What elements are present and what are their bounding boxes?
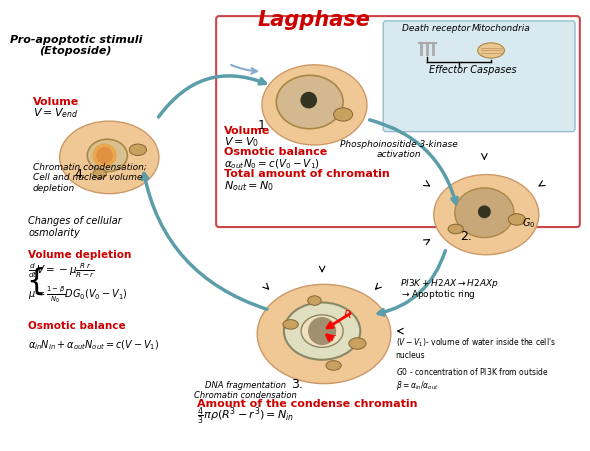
Ellipse shape [434, 175, 539, 255]
Text: $\beta = \alpha_{in}/\alpha_{out}$: $\beta = \alpha_{in}/\alpha_{out}$ [396, 379, 438, 392]
Text: Volume: Volume [224, 125, 270, 135]
Text: $G0$ - concentration of PI3K from outside: $G0$ - concentration of PI3K from outsid… [396, 366, 548, 377]
Text: Amount of the condense chromatin: Amount of the condense chromatin [197, 400, 418, 410]
Text: $V = V_{end}$: $V = V_{end}$ [33, 106, 78, 120]
Text: Total amount of chromatin: Total amount of chromatin [224, 170, 389, 179]
Ellipse shape [276, 75, 343, 129]
Ellipse shape [333, 108, 353, 121]
Ellipse shape [508, 214, 526, 225]
Ellipse shape [301, 315, 343, 347]
FancyBboxPatch shape [383, 21, 575, 132]
Text: $N_{out} = N_0$: $N_{out} = N_0$ [224, 179, 274, 193]
Text: Chromatin condensation;
Cell and nuclear volume
depletion: Chromatin condensation; Cell and nuclear… [33, 163, 147, 193]
Ellipse shape [308, 296, 321, 305]
Text: $\frac{4}{3}\pi\rho(R^3 - r^3) = N_{in}$: $\frac{4}{3}\pi\rho(R^3 - r^3) = N_{in}$ [197, 406, 294, 428]
Ellipse shape [283, 320, 298, 329]
Circle shape [309, 318, 336, 345]
Text: {: { [26, 267, 45, 296]
Text: 3.: 3. [291, 378, 303, 391]
Circle shape [93, 144, 116, 167]
Text: Effector Caspases: Effector Caspases [429, 65, 517, 75]
Text: 1.: 1. [257, 119, 269, 132]
Text: $r$: $r$ [330, 331, 337, 343]
Ellipse shape [349, 338, 366, 349]
Ellipse shape [60, 121, 159, 193]
Text: Volume depletion: Volume depletion [28, 249, 132, 260]
Text: Changes of cellular
osmolarity: Changes of cellular osmolarity [28, 216, 122, 238]
Ellipse shape [284, 303, 360, 360]
Ellipse shape [257, 284, 391, 384]
Text: $R$: $R$ [343, 308, 352, 320]
Text: DNA fragmentation
Chromatin condensation: DNA fragmentation Chromatin condensation [194, 381, 297, 400]
Ellipse shape [455, 188, 514, 238]
Circle shape [97, 148, 112, 163]
Ellipse shape [448, 224, 463, 234]
Circle shape [478, 206, 490, 217]
Ellipse shape [87, 139, 127, 172]
Text: $G_0$: $G_0$ [522, 216, 535, 230]
Text: Volume: Volume [33, 97, 79, 107]
Text: Phosphoinositide 3-kinase
activation: Phosphoinositide 3-kinase activation [340, 140, 457, 159]
FancyBboxPatch shape [216, 16, 580, 227]
Ellipse shape [326, 361, 341, 370]
Text: $\alpha_{out}N_0 = c(V_0 - V_1)$: $\alpha_{out}N_0 = c(V_0 - V_1)$ [224, 157, 320, 171]
Text: $(V-V_1)$- volume of water inside the cell's
nucleus: $(V-V_1)$- volume of water inside the ce… [396, 337, 556, 360]
FancyBboxPatch shape [17, 11, 584, 446]
Text: Osmotic balance: Osmotic balance [224, 147, 327, 157]
Text: $V = V_0$: $V = V_0$ [224, 135, 259, 149]
Text: Pro-apoptotic stimuli
(Etoposide): Pro-apoptotic stimuli (Etoposide) [9, 35, 142, 56]
Text: $PI3K + H2AX \rightarrow H2AXp$: $PI3K + H2AX \rightarrow H2AXp$ [401, 277, 499, 290]
Text: $\rightarrow$Apoptotic ring: $\rightarrow$Apoptotic ring [401, 288, 476, 301]
Text: 4.: 4. [74, 168, 86, 181]
Text: Lagphase: Lagphase [257, 9, 370, 30]
Text: Death receptor: Death receptor [402, 24, 471, 33]
Ellipse shape [478, 43, 504, 58]
Ellipse shape [262, 65, 367, 145]
Text: $\alpha_{in}N_{in} + \alpha_{out}N_{out} = c(V - V_1)$: $\alpha_{in}N_{in} + \alpha_{out}N_{out}… [28, 339, 159, 352]
Text: $\mu = \frac{1-\beta}{N_0}D G_0(V_0 - V_1)$: $\mu = \frac{1-\beta}{N_0}D G_0(V_0 - V_… [28, 284, 127, 305]
Ellipse shape [93, 169, 106, 179]
Text: Osmotic balance: Osmotic balance [28, 321, 126, 331]
Text: Mitochondria: Mitochondria [472, 24, 531, 33]
Circle shape [301, 92, 316, 108]
Ellipse shape [129, 144, 146, 156]
Text: $\frac{d}{dt}V = -\mu\frac{R\,r}{R-r}$: $\frac{d}{dt}V = -\mu\frac{R\,r}{R-r}$ [28, 262, 96, 280]
Text: 2.: 2. [461, 230, 473, 244]
